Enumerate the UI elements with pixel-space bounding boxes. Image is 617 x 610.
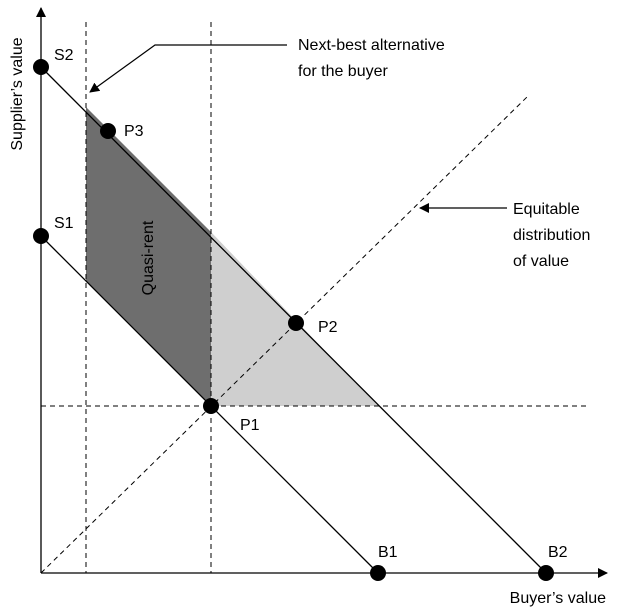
x-axis-label: Buyer’s value <box>510 590 606 607</box>
point-p2 <box>288 315 304 331</box>
equitable-line-2: distribution <box>513 227 590 244</box>
point-b2 <box>538 565 554 581</box>
label-b2: B2 <box>548 544 568 561</box>
next-best-line-2: for the buyer <box>298 63 389 80</box>
quasi-rent-label: Quasi-rent <box>140 220 157 295</box>
equitable-line-1: Equitable <box>513 201 580 218</box>
point-s2 <box>33 59 49 75</box>
label-p3: P3 <box>124 123 144 140</box>
quasi-rent-region <box>86 107 211 406</box>
point-p3 <box>100 123 116 139</box>
label-p2: P2 <box>318 319 338 336</box>
label-b1: B1 <box>378 544 398 561</box>
label-p1: P1 <box>240 417 260 434</box>
label-s2: S2 <box>54 47 74 64</box>
point-s1 <box>33 228 49 244</box>
y-axis-label: Supplier’s value <box>9 37 26 150</box>
label-s1: S1 <box>54 215 74 232</box>
point-b1 <box>370 565 386 581</box>
next-best-line-1: Next-best alternative <box>298 37 445 54</box>
equitable-line-3: of value <box>513 253 569 270</box>
point-p1 <box>203 398 219 414</box>
next-best-arrow <box>89 44 287 93</box>
